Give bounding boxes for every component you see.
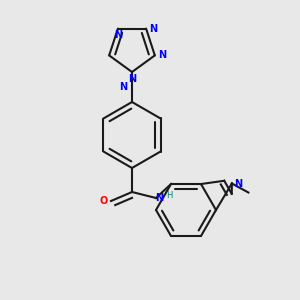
Text: N: N (119, 82, 127, 92)
Text: N: N (234, 178, 242, 188)
Text: O: O (99, 196, 108, 206)
Text: N: N (158, 50, 166, 60)
Text: N: N (128, 74, 136, 85)
Text: N: N (114, 30, 122, 40)
Text: H: H (166, 190, 173, 200)
Text: N: N (149, 24, 158, 34)
Text: N: N (155, 193, 163, 203)
